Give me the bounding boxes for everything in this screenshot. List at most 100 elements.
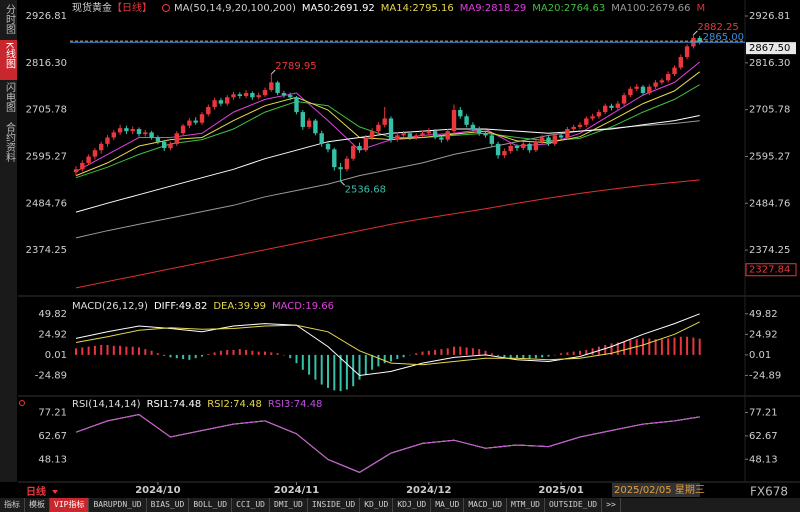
candle-body [426, 131, 431, 134]
indicator-tab[interactable]: BIAS_UD [147, 498, 190, 512]
macd-bar [100, 345, 103, 355]
macd-bar [616, 342, 619, 355]
indicator-tab[interactable]: MA_UD [431, 498, 465, 512]
ma-line [75, 71, 701, 177]
side-tab[interactable]: 分时图 [4, 4, 16, 35]
macd-bar [131, 346, 134, 355]
macd-bar [358, 354, 361, 380]
macd-bar [308, 354, 311, 375]
dropdown-arrow[interactable] [52, 490, 58, 494]
macd-bar [610, 343, 613, 355]
y-tick-label-left: 2484.76 [26, 198, 67, 209]
indicator-tabs: 指标 模板 VIP指标 BARUPDN_UD BIAS_UD BOLL_UD CCI_UD D… [0, 498, 800, 512]
candle-body [414, 135, 419, 138]
rsi-line [75, 413, 700, 473]
rsi-line [75, 413, 700, 473]
macd-bar [156, 353, 159, 355]
indicator-tab[interactable]: CCI_UD [232, 498, 270, 512]
macd-bar [87, 346, 90, 355]
candle-body [124, 128, 129, 132]
candle-body [521, 143, 526, 149]
indicator-tab[interactable]: MACD_UD [464, 498, 508, 512]
macd-bar [654, 339, 657, 355]
price-box [746, 42, 796, 55]
macd-bar [427, 350, 430, 355]
y-tick-label-right: 49.82 [749, 309, 778, 320]
y-tick-label-right: 2484.76 [749, 198, 790, 209]
macd-bar [213, 352, 216, 355]
candle-body [363, 137, 368, 151]
candle-body [351, 145, 356, 159]
extreme-label: 2882.25 [697, 22, 738, 33]
indicator-tab[interactable]: 指标 [0, 498, 25, 512]
y-tick-label-left: 2816.30 [26, 58, 67, 69]
macd-bar [459, 346, 462, 355]
indicator-tab[interactable]: 模板 [25, 498, 50, 512]
macd-bar [547, 354, 550, 357]
macd-bar [648, 338, 651, 355]
range-low-box [745, 263, 797, 277]
macd-bar [679, 336, 682, 355]
indicator-tab[interactable]: VIP指标 [50, 498, 90, 512]
range-low-label: 2327.84 [749, 265, 790, 276]
period-select[interactable]: 日线 [26, 485, 46, 498]
macd-bar [553, 354, 556, 356]
chart-screen: 现货黄金 【日线】 MA(50,14,9,20,100,200) 2025/02… [0, 0, 800, 498]
y-tick-label-right: 77.21 [749, 408, 778, 419]
candle-body [319, 133, 324, 144]
symbol: 现货黄金 [72, 1, 112, 14]
candle-body [621, 95, 627, 104]
side-tab[interactable]: 闪电图 [4, 81, 16, 113]
macd-bar [471, 348, 474, 355]
price-line-label: 2865.00 [703, 32, 744, 43]
settings-icon[interactable] [162, 4, 170, 12]
candle-body [558, 135, 564, 138]
candle-body [628, 88, 633, 96]
indicator-tab[interactable]: KD_UD [360, 498, 394, 512]
indicator-tab[interactable]: BARUPDN_UD [89, 498, 147, 512]
candle-body [508, 145, 513, 152]
macd-bar [295, 354, 298, 364]
indicator-tab[interactable]: INSIDE_UD [308, 498, 361, 512]
y-tick-label-right: 2595.27 [749, 151, 790, 162]
macd-bar [478, 349, 481, 355]
indicator-tab[interactable]: MTM_UD [507, 498, 545, 512]
macd-bar [188, 354, 191, 360]
candle-body [143, 132, 148, 135]
ma-line [75, 120, 700, 239]
candle-body [483, 133, 488, 136]
indicator-tab[interactable]: BOLL_UD [189, 498, 233, 512]
macd-bar [106, 345, 109, 355]
macd-bar [390, 354, 392, 362]
candle-body [577, 124, 583, 127]
macd-bar [207, 354, 210, 355]
macd-bar [219, 350, 222, 355]
indicator-tab[interactable]: OUTSIDE_UD [545, 498, 603, 512]
y-tick-label-right: 2705.78 [749, 105, 790, 116]
legend-entry: RSI(14,14,14) [72, 399, 141, 410]
rsi-icon [19, 400, 25, 406]
macd-bar [320, 354, 323, 385]
legend-entry: DIFF:49.82 [154, 301, 207, 312]
candle-body [212, 100, 217, 108]
candle-body [275, 82, 280, 94]
candle-body [445, 131, 450, 140]
y-tick-label-left: 2926.81 [26, 11, 67, 22]
side-tab[interactable]: 合约资料 [4, 121, 16, 163]
macd-bar [232, 349, 235, 355]
candle-body [281, 93, 287, 96]
indicator-tab[interactable]: KDJ_UD [393, 498, 432, 512]
candle-body [546, 137, 551, 144]
indicator-tab[interactable]: DMI_UD [270, 498, 308, 512]
legend-entry: MACD(26,12,9) [72, 301, 148, 312]
candle-body [584, 118, 589, 125]
macd-bar [579, 350, 581, 355]
macd-line [75, 321, 700, 366]
indicator-tab[interactable]: >> [602, 498, 621, 512]
y-tick-label-right: 0.01 [749, 350, 771, 361]
macd-bar [238, 349, 241, 355]
candle-body [218, 100, 224, 104]
side-tab[interactable]: K线图 [4, 42, 16, 69]
legend-entry: MA20:2764.63 [532, 3, 605, 14]
candle-body [659, 80, 665, 83]
